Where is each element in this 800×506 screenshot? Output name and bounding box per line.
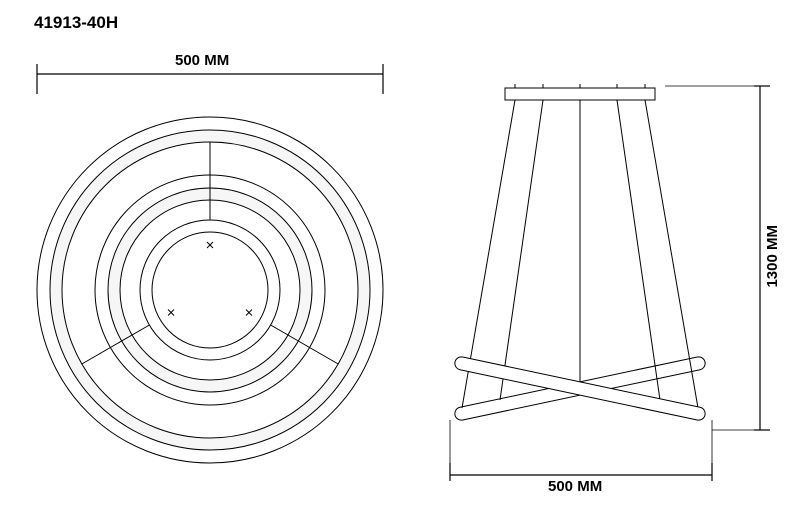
diagram-canvas: 41913-40H 500 MM 500 MM 1300 MM	[0, 0, 800, 506]
top-view-width-label: 500 MM	[175, 52, 229, 69]
drawing-svg	[0, 0, 800, 506]
model-id-label: 41913-40H	[34, 13, 118, 33]
side-view-width-label: 500 MM	[548, 478, 602, 495]
side-view-height-label: 1300 MM	[764, 225, 781, 288]
